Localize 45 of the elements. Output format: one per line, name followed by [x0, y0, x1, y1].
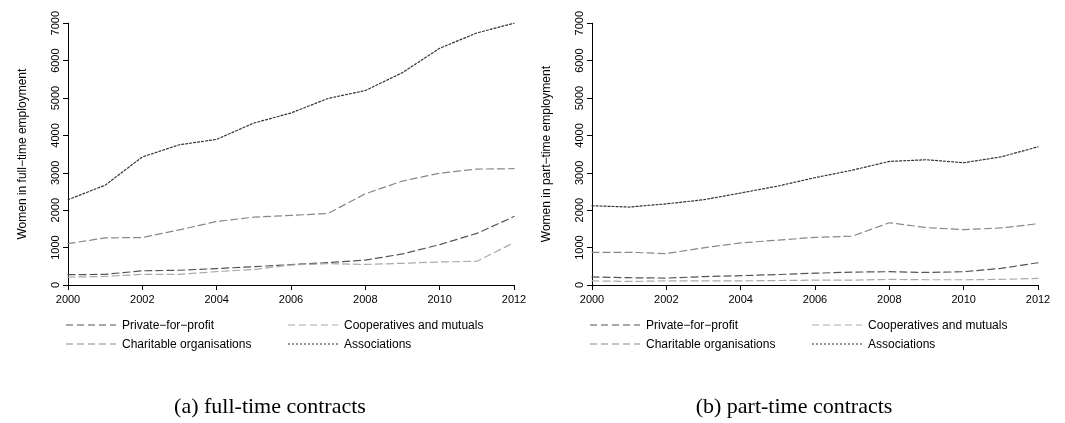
line-series [67, 22, 515, 201]
y-tick-label: 2000 [48, 197, 61, 223]
text: (b) part-time contracts [695, 392, 893, 418]
y-tick-label: 6000 [48, 48, 61, 73]
line-series [67, 168, 515, 245]
x-tick-label: 2002 [654, 292, 679, 305]
x-tick-label: 2012 [501, 292, 527, 305]
legend-label: Associations [344, 337, 412, 351]
y-tick-label: 3000 [48, 160, 61, 186]
line-series [67, 215, 515, 276]
y-tick-label: 5000 [48, 85, 61, 111]
y-tick-label: 1000 [572, 235, 585, 260]
legend-label: Private−for−profit [646, 318, 739, 332]
x-tick-label: 2010 [427, 292, 452, 305]
y-tick-label: 1000 [48, 235, 61, 260]
y-tick-label: 3000 [572, 160, 585, 186]
y-tick-label: 7000 [48, 10, 61, 36]
legend-label: Cooperatives and mutuals [344, 318, 484, 332]
x-tick-label: 2004 [728, 292, 753, 305]
x-tick-label: 2006 [802, 292, 828, 305]
line-series [591, 146, 1039, 208]
y-tick-label: 0 [48, 281, 61, 289]
line-series [591, 262, 1039, 279]
x-tick-label: 2002 [130, 292, 155, 305]
legend-label: Associations [868, 337, 936, 351]
x-tick-label: 2010 [951, 292, 976, 305]
y-axis-title: Women in part−time employment [539, 65, 553, 243]
y-tick-label: 2000 [572, 197, 585, 223]
y-tick-label: 0 [572, 281, 585, 289]
y-tick-label: 5000 [572, 85, 585, 111]
y-axis-title: Women in full−time employment [15, 68, 29, 240]
legend-label: Private−for−profit [122, 318, 215, 332]
y-tick-label: 4000 [572, 123, 585, 148]
x-tick-label: 2006 [278, 292, 304, 305]
y-tick-label: 7000 [572, 10, 585, 36]
x-tick-label: 2008 [353, 292, 378, 305]
x-tick-label: 2012 [1025, 292, 1051, 305]
y-tick-label: 4000 [48, 123, 61, 148]
x-tick-label: 2004 [204, 292, 229, 305]
y-tick-label: 6000 [572, 48, 585, 73]
text: (a) full-time contracts [174, 392, 366, 418]
legend-label: Cooperatives and mutuals [868, 318, 1008, 332]
legend-label: Charitable organisations [122, 337, 252, 351]
legend-label: Charitable organisations [646, 337, 776, 351]
x-tick-label: 2008 [877, 292, 902, 305]
